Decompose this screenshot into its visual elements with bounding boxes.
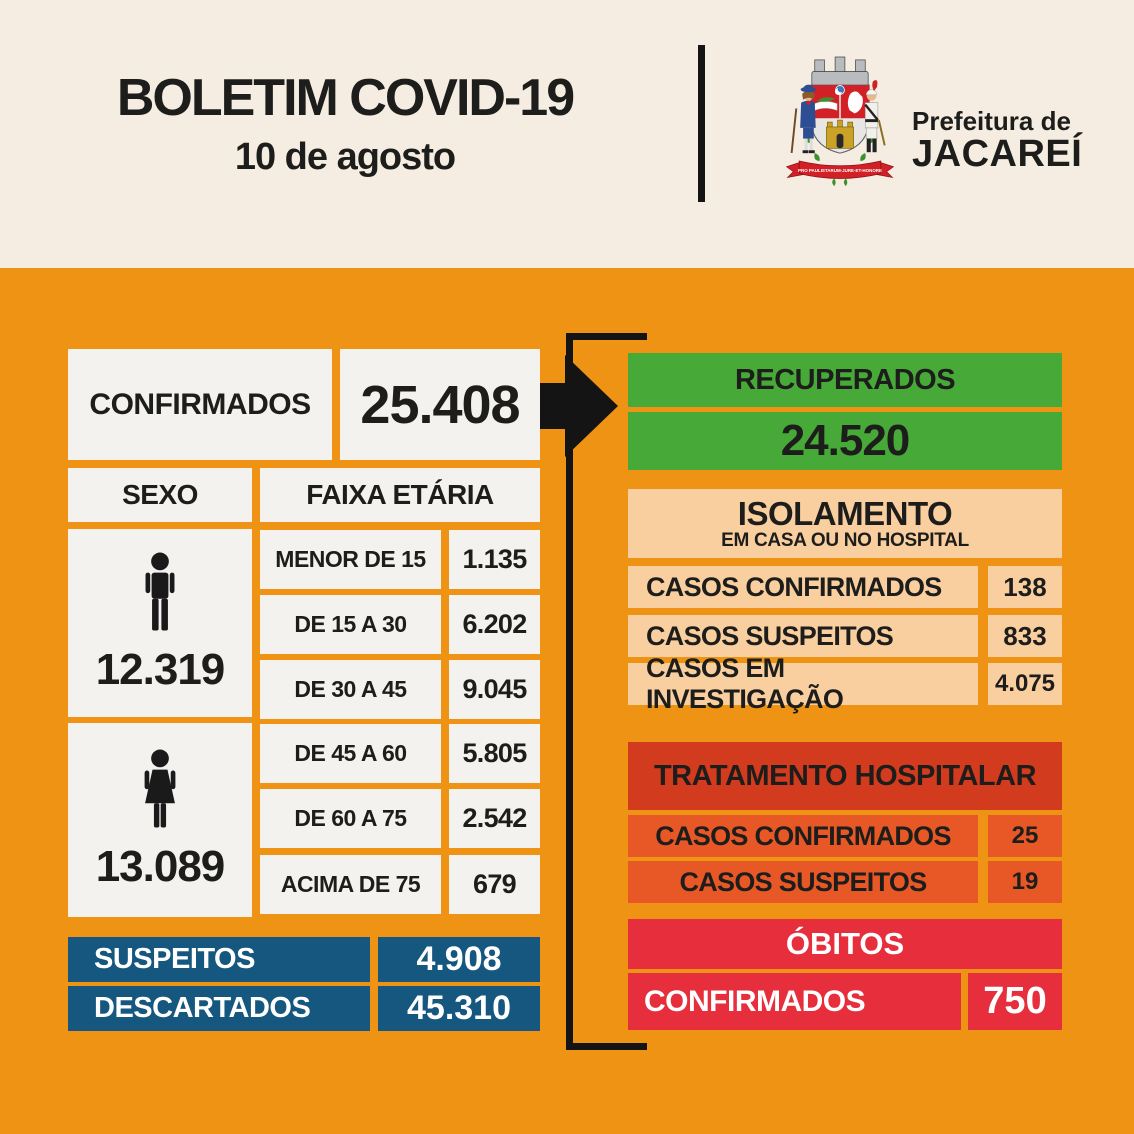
- female-card: 13.089: [68, 723, 252, 917]
- header-band: BOLETIM COVID-19 10 de agosto: [0, 0, 1134, 268]
- isolation-subtitle: EM CASA OU NO HOSPITAL: [721, 529, 969, 551]
- hospital-row-label: CASOS SUSPEITOS: [628, 861, 978, 903]
- isolation-row-value: 4.075: [988, 663, 1062, 705]
- female-value: 13.089: [95, 842, 226, 891]
- crest-motto: PRO PAULISTARUM-JURE-ET-HONORE: [798, 168, 882, 173]
- isolation-row-value: 833: [988, 615, 1062, 657]
- hospital-row-value: 19: [988, 861, 1062, 903]
- age-row-value: 679: [449, 855, 540, 914]
- city-name-bottom: JACAREÍ: [912, 133, 1083, 176]
- city-name-block: Prefeitura de JACAREÍ: [912, 106, 1083, 176]
- age-row-label: DE 60 A 75: [260, 789, 441, 848]
- age-row-value: 5.805: [449, 724, 540, 783]
- female-icon: [144, 749, 176, 828]
- isolation-row-value: 138: [988, 566, 1062, 608]
- confirmed-value: 25.408: [340, 349, 540, 460]
- isolation-row-label: CASOS SUSPEITOS: [628, 615, 978, 657]
- bracket-bottom-arm: [566, 1043, 647, 1050]
- isolation-title: ISOLAMENTO: [737, 494, 953, 532]
- recovered-label: RECUPERADOS: [628, 353, 1062, 407]
- confirmed-label: CONFIRMADOS: [68, 349, 332, 460]
- city-name-top: Prefeitura de: [912, 106, 1071, 136]
- age-row-label: MENOR DE 15: [260, 530, 441, 589]
- isolation-row-label: CASOS EM INVESTIGAÇÃO: [628, 653, 978, 714]
- bracket-top-arm: [566, 333, 647, 340]
- age-row-value: 6.202: [449, 595, 540, 654]
- deaths-label: CONFIRMADOS: [628, 973, 961, 1030]
- age-row-value: 1.135: [449, 530, 540, 589]
- city-crest-icon: PRO PAULISTARUM-JURE-ET-HONORE: [785, 56, 895, 187]
- isolation-row-label: CASOS CONFIRMADOS: [628, 566, 978, 608]
- discarded-label: DESCARTADOS: [68, 986, 370, 1031]
- age-row-label: DE 45 A 60: [260, 724, 441, 783]
- header-divider: [698, 45, 705, 202]
- hospital-row-label: CASOS CONFIRMADOS: [628, 815, 978, 857]
- recovered-value: 24.520: [628, 412, 1062, 470]
- deaths-header: ÓBITOS: [628, 919, 1062, 969]
- page-date: 10 de agosto: [234, 136, 456, 178]
- suspects-value: 4.908: [378, 937, 540, 982]
- age-row-label: ACIMA DE 75: [260, 855, 441, 914]
- discarded-value: 45.310: [378, 986, 540, 1031]
- suspects-label: SUSPEITOS: [68, 937, 370, 982]
- hospital-row-value: 25: [988, 815, 1062, 857]
- sex-header: SEXO: [68, 468, 252, 522]
- male-value: 12.319: [95, 645, 226, 694]
- age-row-label: DE 15 A 30: [260, 595, 441, 654]
- hospital-header: TRATAMENTO HOSPITALAR: [628, 742, 1062, 810]
- male-card: 12.319: [68, 529, 252, 717]
- right-arrow-icon: [540, 355, 618, 457]
- age-header: FAIXA ETÁRIA: [260, 468, 540, 522]
- age-row-value: 9.045: [449, 660, 540, 719]
- age-row-label: DE 30 A 45: [260, 660, 441, 719]
- age-row-value: 2.542: [449, 789, 540, 848]
- page-title: BOLETIM COVID-19: [116, 69, 575, 127]
- male-icon: [145, 552, 175, 631]
- deaths-value: 750: [968, 973, 1062, 1030]
- isolation-header: ISOLAMENTO EM CASA OU NO HOSPITAL: [628, 489, 1062, 558]
- bracket-line: [566, 333, 573, 1050]
